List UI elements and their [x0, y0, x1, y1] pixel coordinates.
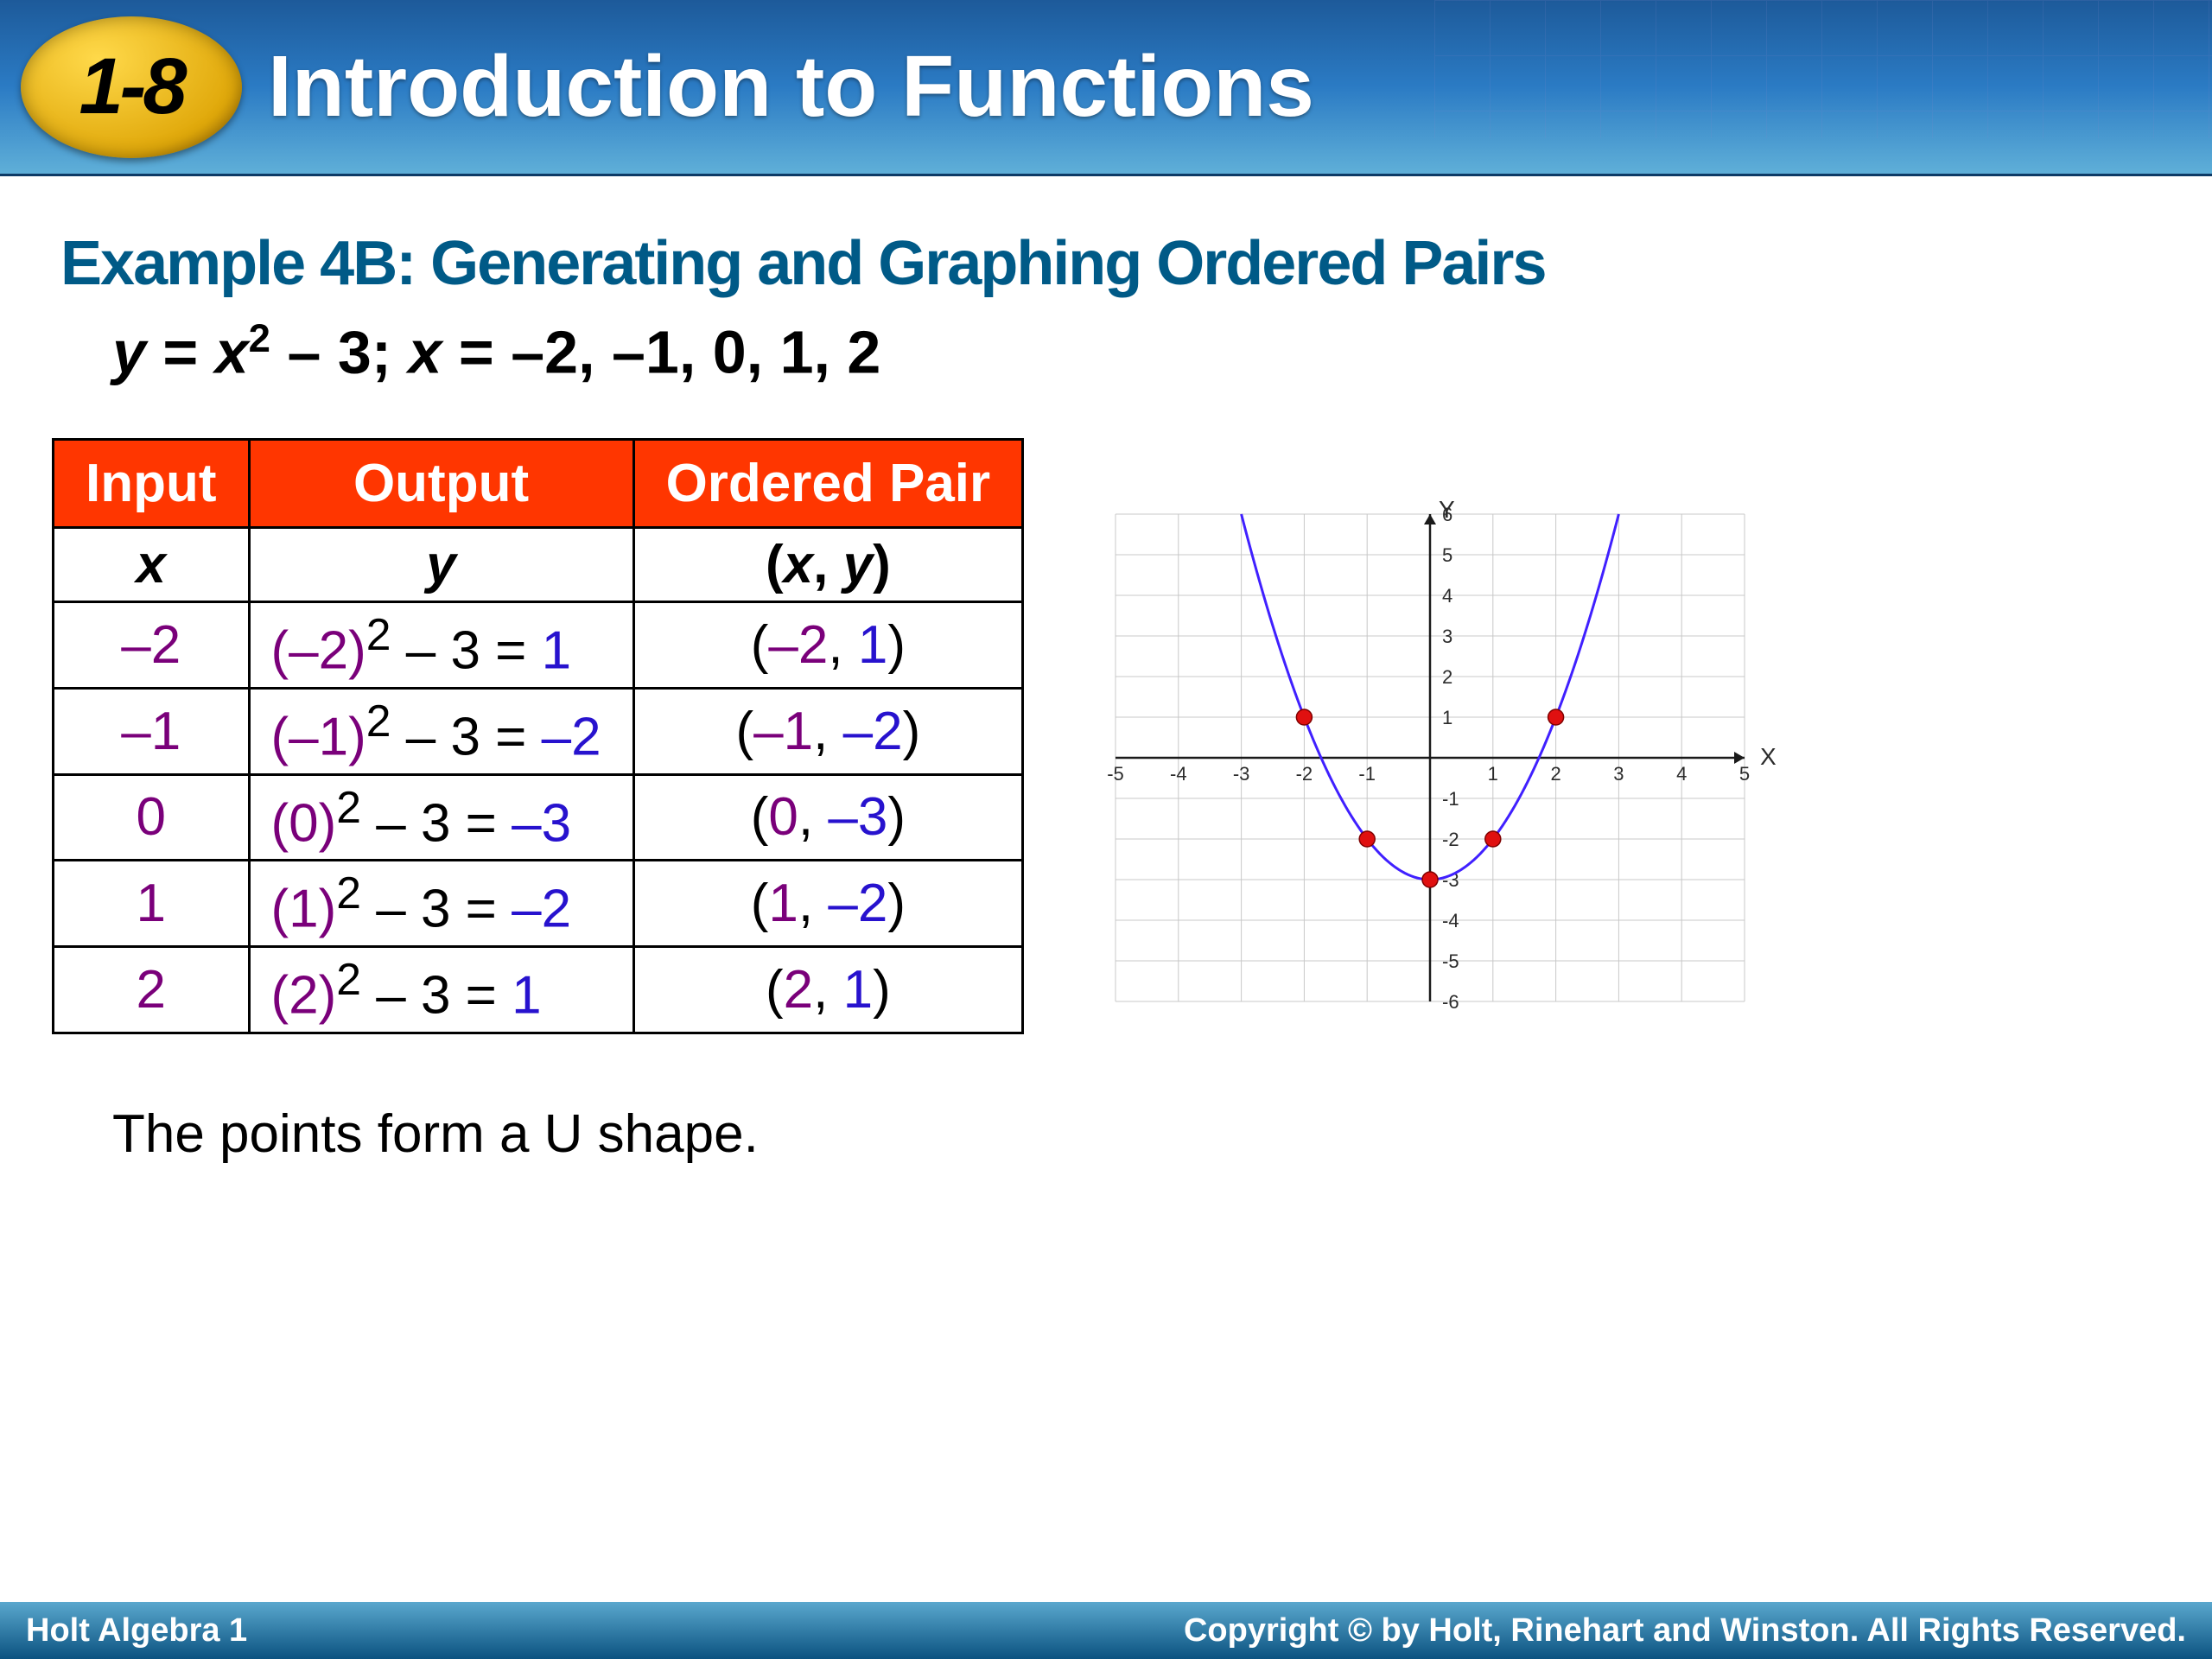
- coordinate-chart: XY-5-4-3-2-112345-6-5-4-3-2-1123456: [1067, 490, 1784, 1026]
- table-subheader-row: xy(x, y): [54, 528, 1023, 602]
- cell-output: (–1)2 – 3 = –2: [249, 688, 633, 774]
- svg-text:4: 4: [1676, 763, 1687, 785]
- cell-input: 1: [54, 861, 250, 947]
- table-row: 0(0)2 – 3 = –3(0, –3): [54, 774, 1023, 861]
- table-header-pair: Ordered Pair: [633, 440, 1023, 528]
- svg-text:-4: -4: [1442, 910, 1459, 931]
- svg-text:-2: -2: [1442, 829, 1459, 850]
- svg-text:-1: -1: [1442, 788, 1459, 810]
- cell-pair: (–1, –2): [633, 688, 1023, 774]
- header-grid-pattern: [1434, 0, 2212, 138]
- svg-text:-3: -3: [1233, 763, 1250, 785]
- cell-output: (–2)2 – 3 = 1: [249, 602, 633, 689]
- subhead-x: x: [54, 528, 250, 602]
- equation: y = x2 – 3; x = –2, –1, 0, 1, 2: [112, 316, 2152, 386]
- svg-text:-6: -6: [1442, 991, 1459, 1013]
- slide-content: Example 4B: Generating and Graphing Orde…: [0, 176, 2212, 1165]
- table-row: 2(2)2 – 3 = 1(2, 1): [54, 946, 1023, 1033]
- svg-text:-5: -5: [1107, 763, 1124, 785]
- svg-text:-5: -5: [1442, 950, 1459, 972]
- svg-text:3: 3: [1613, 763, 1624, 785]
- svg-text:1: 1: [1488, 763, 1498, 785]
- cell-pair: (–2, 1): [633, 602, 1023, 689]
- table-header-input: Input: [54, 440, 250, 528]
- svg-text:-4: -4: [1170, 763, 1187, 785]
- svg-text:4: 4: [1442, 585, 1452, 607]
- svg-text:5: 5: [1442, 544, 1452, 566]
- section-badge: 1-8: [21, 16, 242, 158]
- cell-input: 2: [54, 946, 250, 1033]
- conclusion-text: The points form a U shape.: [112, 1103, 2152, 1165]
- cell-pair: (0, –3): [633, 774, 1023, 861]
- table-row: –2(–2)2 – 3 = 1(–2, 1): [54, 602, 1023, 689]
- cell-output: (1)2 – 3 = –2: [249, 861, 633, 947]
- data-table: Input Output Ordered Pair xy(x, y)–2(–2)…: [52, 438, 1024, 1033]
- svg-text:X: X: [1760, 743, 1777, 770]
- table-header-output: Output: [249, 440, 633, 528]
- table-row: –1(–1)2 – 3 = –2(–1, –2): [54, 688, 1023, 774]
- cell-pair: (1, –2): [633, 861, 1023, 947]
- subhead-xy: (x, y): [633, 528, 1023, 602]
- main-row: Input Output Ordered Pair xy(x, y)–2(–2)…: [60, 438, 2152, 1033]
- slide-header: 1-8 Introduction to Functions: [0, 0, 2212, 176]
- svg-text:-1: -1: [1359, 763, 1376, 785]
- svg-text:6: 6: [1442, 504, 1452, 525]
- cell-input: –1: [54, 688, 250, 774]
- svg-text:5: 5: [1739, 763, 1750, 785]
- slide-title: Introduction to Functions: [268, 37, 1314, 137]
- cell-output: (0)2 – 3 = –3: [249, 774, 633, 861]
- section-number: 1-8: [79, 41, 184, 132]
- subhead-y: y: [249, 528, 633, 602]
- cell-input: –2: [54, 602, 250, 689]
- svg-text:2: 2: [1551, 763, 1561, 785]
- example-title: Example 4B: Generating and Graphing Orde…: [60, 228, 2152, 299]
- svg-text:-2: -2: [1296, 763, 1313, 785]
- footer-left: Holt Algebra 1: [26, 1612, 247, 1649]
- svg-text:3: 3: [1442, 626, 1452, 647]
- table-header-row: Input Output Ordered Pair: [54, 440, 1023, 528]
- svg-text:1: 1: [1442, 707, 1452, 728]
- chart-svg: XY-5-4-3-2-112345-6-5-4-3-2-1123456: [1067, 490, 1784, 1026]
- slide-footer: Holt Algebra 1 Copyright © by Holt, Rine…: [0, 1602, 2212, 1659]
- cell-output: (2)2 – 3 = 1: [249, 946, 633, 1033]
- footer-right: Copyright © by Holt, Rinehart and Winsto…: [1184, 1612, 2186, 1649]
- cell-pair: (2, 1): [633, 946, 1023, 1033]
- table-row: 1(1)2 – 3 = –2(1, –2): [54, 861, 1023, 947]
- svg-text:2: 2: [1442, 666, 1452, 688]
- cell-input: 0: [54, 774, 250, 861]
